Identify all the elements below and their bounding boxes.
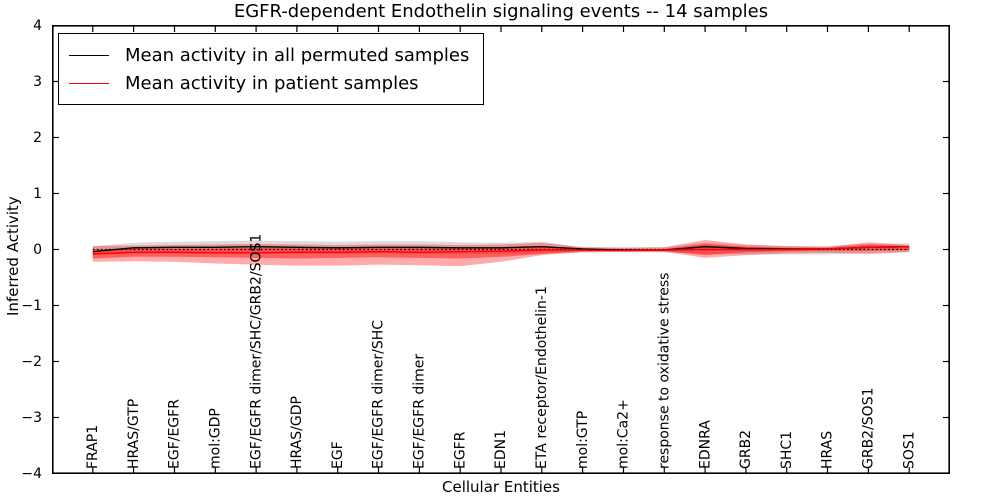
y-tick-label: 4 — [33, 17, 42, 34]
x-tick-label: EGF/EGFR — [167, 399, 183, 469]
x-tick-label: HRAS/GTP — [126, 399, 142, 469]
series-line-0 — [92, 245, 910, 253]
chart-title: EGFR-dependent Endothelin signaling even… — [233, 1, 769, 22]
x-tick-label: SOS1 — [901, 431, 917, 469]
x-tick-label: mol:GDP — [208, 408, 224, 469]
plot-area: FRAP1 HRAS/GTP EGF/EGFR mol:GDP EGF/EGFR dim… — [52, 25, 950, 474]
y-tick-label: −1 — [21, 297, 42, 314]
series-line-1 — [92, 246, 910, 255]
y-tick-label: −2 — [21, 353, 42, 370]
x-tick-label: GRB2 — [738, 430, 754, 469]
x-tick-label: response to oxidative stress — [657, 273, 673, 469]
y-tick-label: 0 — [33, 241, 42, 258]
axis-ticks — [53, 25, 949, 474]
x-tick-label: SHC1 — [779, 431, 795, 469]
x-tick-labels: FRAP1 HRAS/GTP EGF/EGFR mol:GDP EGF/EGFR dim… — [85, 234, 917, 469]
x-tick-label: HRAS/GDP — [289, 396, 305, 469]
y-tick-label: −3 — [21, 409, 42, 426]
axes-frame — [52, 25, 950, 474]
y-tick-label: 2 — [33, 129, 42, 146]
y-tick-label: 3 — [33, 73, 42, 90]
x-tick-label: EGFR — [452, 431, 468, 469]
x-tick-label: ETA receptor/Endothelin-1 — [534, 286, 550, 469]
chart-canvas: FRAP1 HRAS/GTP EGF/EGFR mol:GDP EGF/EGFR dim… — [52, 25, 950, 474]
x-tick-label: EDN1 — [493, 430, 509, 469]
x-tick-label: mol:GTP — [575, 411, 591, 469]
x-tick-label: GRB2/SOS1 — [861, 387, 877, 469]
legend-line-red-icon — [69, 82, 109, 84]
y-tick-labels: 4 3 2 1 0 −1 −2 −3 −4 — [0, 18, 46, 482]
y-tick-label: 1 — [33, 185, 42, 202]
legend-label-permuted: Mean activity in all permuted samples — [125, 44, 470, 66]
x-tick-label: EGF/EGFR dimer/SHC/GRB2/SOS1 — [248, 234, 264, 469]
legend-item-patient: Mean activity in patient samples — [69, 69, 469, 97]
x-axis-label: Cellular Entities — [442, 478, 560, 496]
x-tick-label: EGF — [330, 441, 346, 469]
x-tick-label: HRAS — [820, 431, 836, 469]
legend-item-permuted: Mean activity in all permuted samples — [69, 41, 469, 69]
x-tick-label: EGF/EGFR dimer/SHC — [371, 320, 387, 469]
legend: Mean activity in all permuted samples Me… — [58, 33, 485, 105]
y-tick-label: −4 — [21, 465, 42, 482]
x-tick-label: EGF/EGFR dimer — [412, 354, 428, 469]
legend-line-black-icon — [69, 54, 109, 56]
x-tick-label: FRAP1 — [85, 425, 101, 469]
legend-label-patient: Mean activity in patient samples — [125, 72, 419, 94]
x-tick-label: EDNRA — [697, 420, 713, 469]
x-tick-label: mol:Ca2+ — [616, 399, 632, 469]
